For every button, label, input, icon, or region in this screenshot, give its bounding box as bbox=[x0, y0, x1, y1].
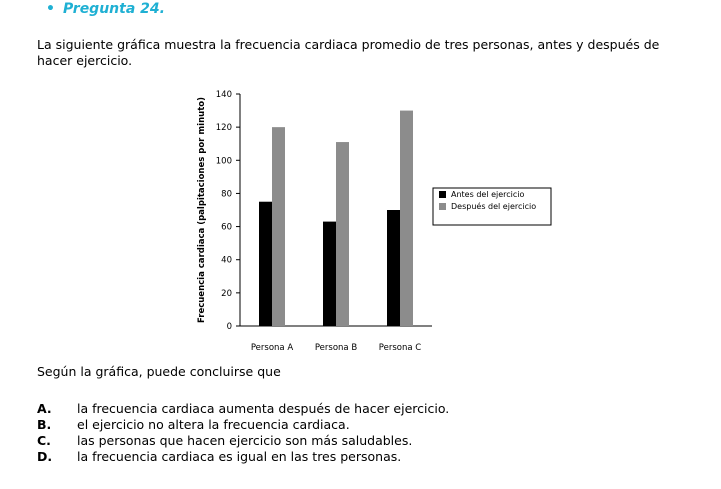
bar-before-3 bbox=[387, 210, 400, 326]
y-axis-label: Frecuencia cardiaca (palpitaciones por m… bbox=[197, 97, 207, 323]
option-c-letter[interactable]: C. bbox=[37, 433, 51, 448]
y-tick-label: 40 bbox=[221, 256, 232, 266]
option-c-text[interactable]: las personas que hacen ejercicio son más… bbox=[77, 433, 413, 448]
x-tick-label: Persona C bbox=[379, 343, 421, 353]
chart-svg: Frecuencia cardiaca (palpitaciones por m… bbox=[197, 90, 552, 353]
option-b-letter[interactable]: B. bbox=[37, 417, 52, 432]
option-b-text[interactable]: el ejercicio no altera la frecuencia car… bbox=[77, 417, 350, 432]
legend-label-2: Después del ejercicio bbox=[451, 201, 536, 211]
question-title: Pregunta 24. bbox=[62, 1, 165, 17]
y-tick-label: 60 bbox=[221, 223, 232, 233]
option-d-text[interactable]: la frecuencia cardiaca es igual en las t… bbox=[77, 449, 402, 464]
option-c[interactable]: C. las personas que hacen ejercicio son … bbox=[37, 433, 449, 449]
bar-after-3 bbox=[400, 110, 413, 326]
option-a-text[interactable]: la frecuencia cardiaca aumenta después d… bbox=[77, 401, 450, 416]
heading-bullet: • bbox=[46, 1, 55, 17]
legend-label-1: Antes del ejercicio bbox=[451, 190, 525, 199]
y-tick-label: 0 bbox=[227, 322, 232, 332]
bar-after-2 bbox=[336, 142, 349, 326]
question-intro: La siguiente gráfica muestra la frecuenc… bbox=[37, 37, 660, 68]
option-d-letter[interactable]: D. bbox=[37, 449, 53, 464]
bar-before-2 bbox=[323, 221, 336, 326]
y-tick-label: 20 bbox=[221, 289, 232, 299]
y-tick-label: 140 bbox=[216, 90, 232, 100]
legend-swatch-2 bbox=[439, 203, 446, 210]
option-a[interactable]: A. la frecuencia cardiaca aumenta despué… bbox=[37, 401, 449, 417]
question-heading: • Pregunta 24. bbox=[46, 0, 165, 18]
heart-rate-chart: Frecuencia cardiaca (palpitaciones por m… bbox=[180, 82, 570, 364]
option-b[interactable]: B. el ejercicio no altera la frecuencia … bbox=[37, 417, 449, 433]
bar-after-1 bbox=[272, 127, 285, 326]
question-prompt: Según la gráfica, puede concluirse que bbox=[37, 364, 281, 379]
answer-options: A. la frecuencia cardiaca aumenta despué… bbox=[37, 401, 449, 465]
y-tick-label: 100 bbox=[216, 156, 232, 166]
y-tick-label: 120 bbox=[216, 123, 232, 133]
legend-swatch-1 bbox=[439, 191, 446, 198]
option-a-letter[interactable]: A. bbox=[37, 401, 52, 416]
x-tick-label: Persona A bbox=[251, 343, 293, 353]
x-tick-label: Persona B bbox=[315, 343, 357, 353]
bar-before-1 bbox=[259, 201, 272, 326]
option-d[interactable]: D. la frecuencia cardiaca es igual en la… bbox=[37, 449, 449, 465]
legend-box bbox=[432, 187, 552, 226]
y-tick-label: 80 bbox=[221, 189, 232, 199]
